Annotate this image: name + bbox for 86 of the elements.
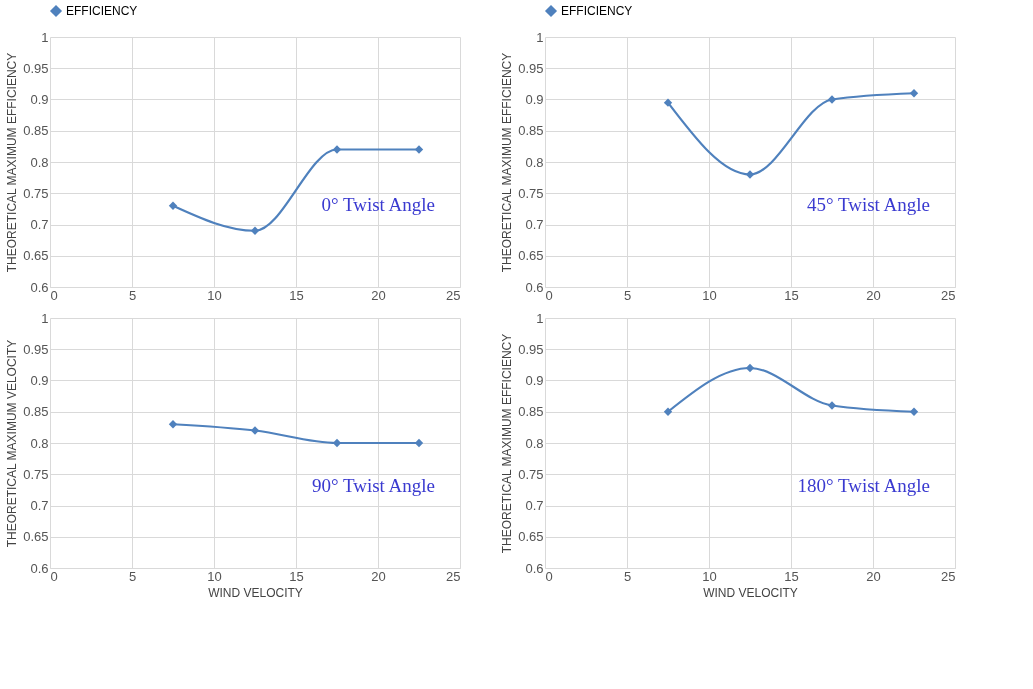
x-tick-label: 5 [128,568,137,584]
x-tick-label: 20 [866,568,881,584]
point [827,95,837,104]
y-tick-label: 0.85 [23,123,49,139]
point [250,426,260,435]
x-tick-label: 5 [623,568,632,584]
x-tick-label: 10 [702,568,717,584]
x-axis-title: WIND VELOCITY [703,585,798,600]
y-tick-label: 0.85 [518,404,544,420]
y-tick-label: 0.75 [23,466,49,482]
point [250,226,260,235]
x-tick-label: 15 [289,287,304,303]
x-tick-label: 20 [866,287,881,303]
point [332,145,342,154]
x-tick-label: 10 [702,287,717,303]
x-tick-label: 0 [545,568,553,584]
y-tick-label: 0.8 [30,435,49,451]
y-tick-label: 1 [536,310,544,326]
x-tick-label: 5 [623,287,632,303]
x-tick-label: 5 [128,287,137,303]
point [745,170,755,179]
y-tick-label: 0.65 [23,248,49,264]
y-tick-label: 0.8 [525,435,544,451]
y-tick-label: 0.6 [525,279,544,295]
y-tick-label: 0.85 [518,123,544,139]
x-tick-label: 25 [941,568,956,584]
y-tick-label: 0.8 [525,154,544,170]
y-tick-label: 0.6 [30,560,49,576]
x-tick-label: 20 [371,287,386,303]
point [909,407,919,416]
y-tick-label: 0.95 [23,341,49,357]
y-tick-label: 0.9 [525,373,544,388]
point [168,201,178,210]
legend-label: EFFICIENCY [561,4,633,18]
point [414,145,424,154]
point [745,363,755,373]
y-tick-label: 0.9 [30,373,49,388]
annotation: 90° Twist Angle [311,474,435,496]
y-tick-label: 0.8 [30,154,49,170]
y-tick-label: 0.7 [30,498,49,513]
x-tick-label: 0 [50,287,58,303]
x-axis-title: WIND VELOCITY [208,585,303,600]
x-tick-label: 0 [545,287,553,303]
point [663,98,673,107]
y-tick-label: 0.95 [518,341,544,357]
y-tick-label: 0.6 [30,279,49,295]
y-axis-title: THEORETICAL MAXIMUM VELOCITY [5,339,20,548]
y-axis-title: THEORETICAL MAXIMUM EFFICIENCY [500,333,515,554]
y-tick-label: 0.65 [23,529,49,545]
point [909,89,919,98]
x-tick-label: 0 [50,568,58,584]
y-tick-label: 1 [536,29,544,45]
annotation: 0° Twist Angle [321,193,435,215]
y-axis-title: THEORETICAL MAXIMUM EFFICIENCY [5,52,20,273]
x-tick-label: 10 [207,568,222,584]
annotation: 180° Twist Angle [797,474,930,496]
x-tick-label: 10 [207,287,222,303]
annotation: 45° Twist Angle [806,193,930,215]
x-tick-label: 25 [941,287,956,303]
point [663,407,673,416]
x-tick-label: 20 [371,568,386,584]
y-tick-label: 0.9 [525,92,544,107]
x-tick-label: 25 [446,568,461,584]
y-tick-label: 0.75 [518,466,544,482]
y-tick-label: 0.6 [525,560,544,576]
y-tick-label: 0.75 [518,185,544,201]
y-tick-label: 0.95 [518,60,544,76]
y-tick-label: 0.7 [525,498,544,513]
y-tick-label: 0.75 [23,185,49,201]
x-tick-label: 15 [289,568,304,584]
y-tick-label: 0.7 [525,217,544,232]
x-tick-label: 25 [446,287,461,303]
x-tick-label: 15 [784,287,799,303]
y-tick-label: 0.9 [30,92,49,107]
y-tick-label: 0.85 [23,404,49,420]
y-tick-label: 0.65 [518,248,544,264]
point [827,401,837,410]
y-tick-label: 0.95 [23,60,49,76]
y-tick-label: 1 [41,29,49,45]
y-tick-label: 1 [41,310,49,326]
y-tick-label: 0.65 [518,529,544,545]
point [168,420,178,429]
y-tick-label: 0.7 [30,217,49,232]
legend-label: EFFICIENCY [66,4,138,18]
y-axis-title: THEORETICAL MAXIMUM EFFICIENCY [500,52,515,273]
x-tick-label: 15 [784,568,799,584]
